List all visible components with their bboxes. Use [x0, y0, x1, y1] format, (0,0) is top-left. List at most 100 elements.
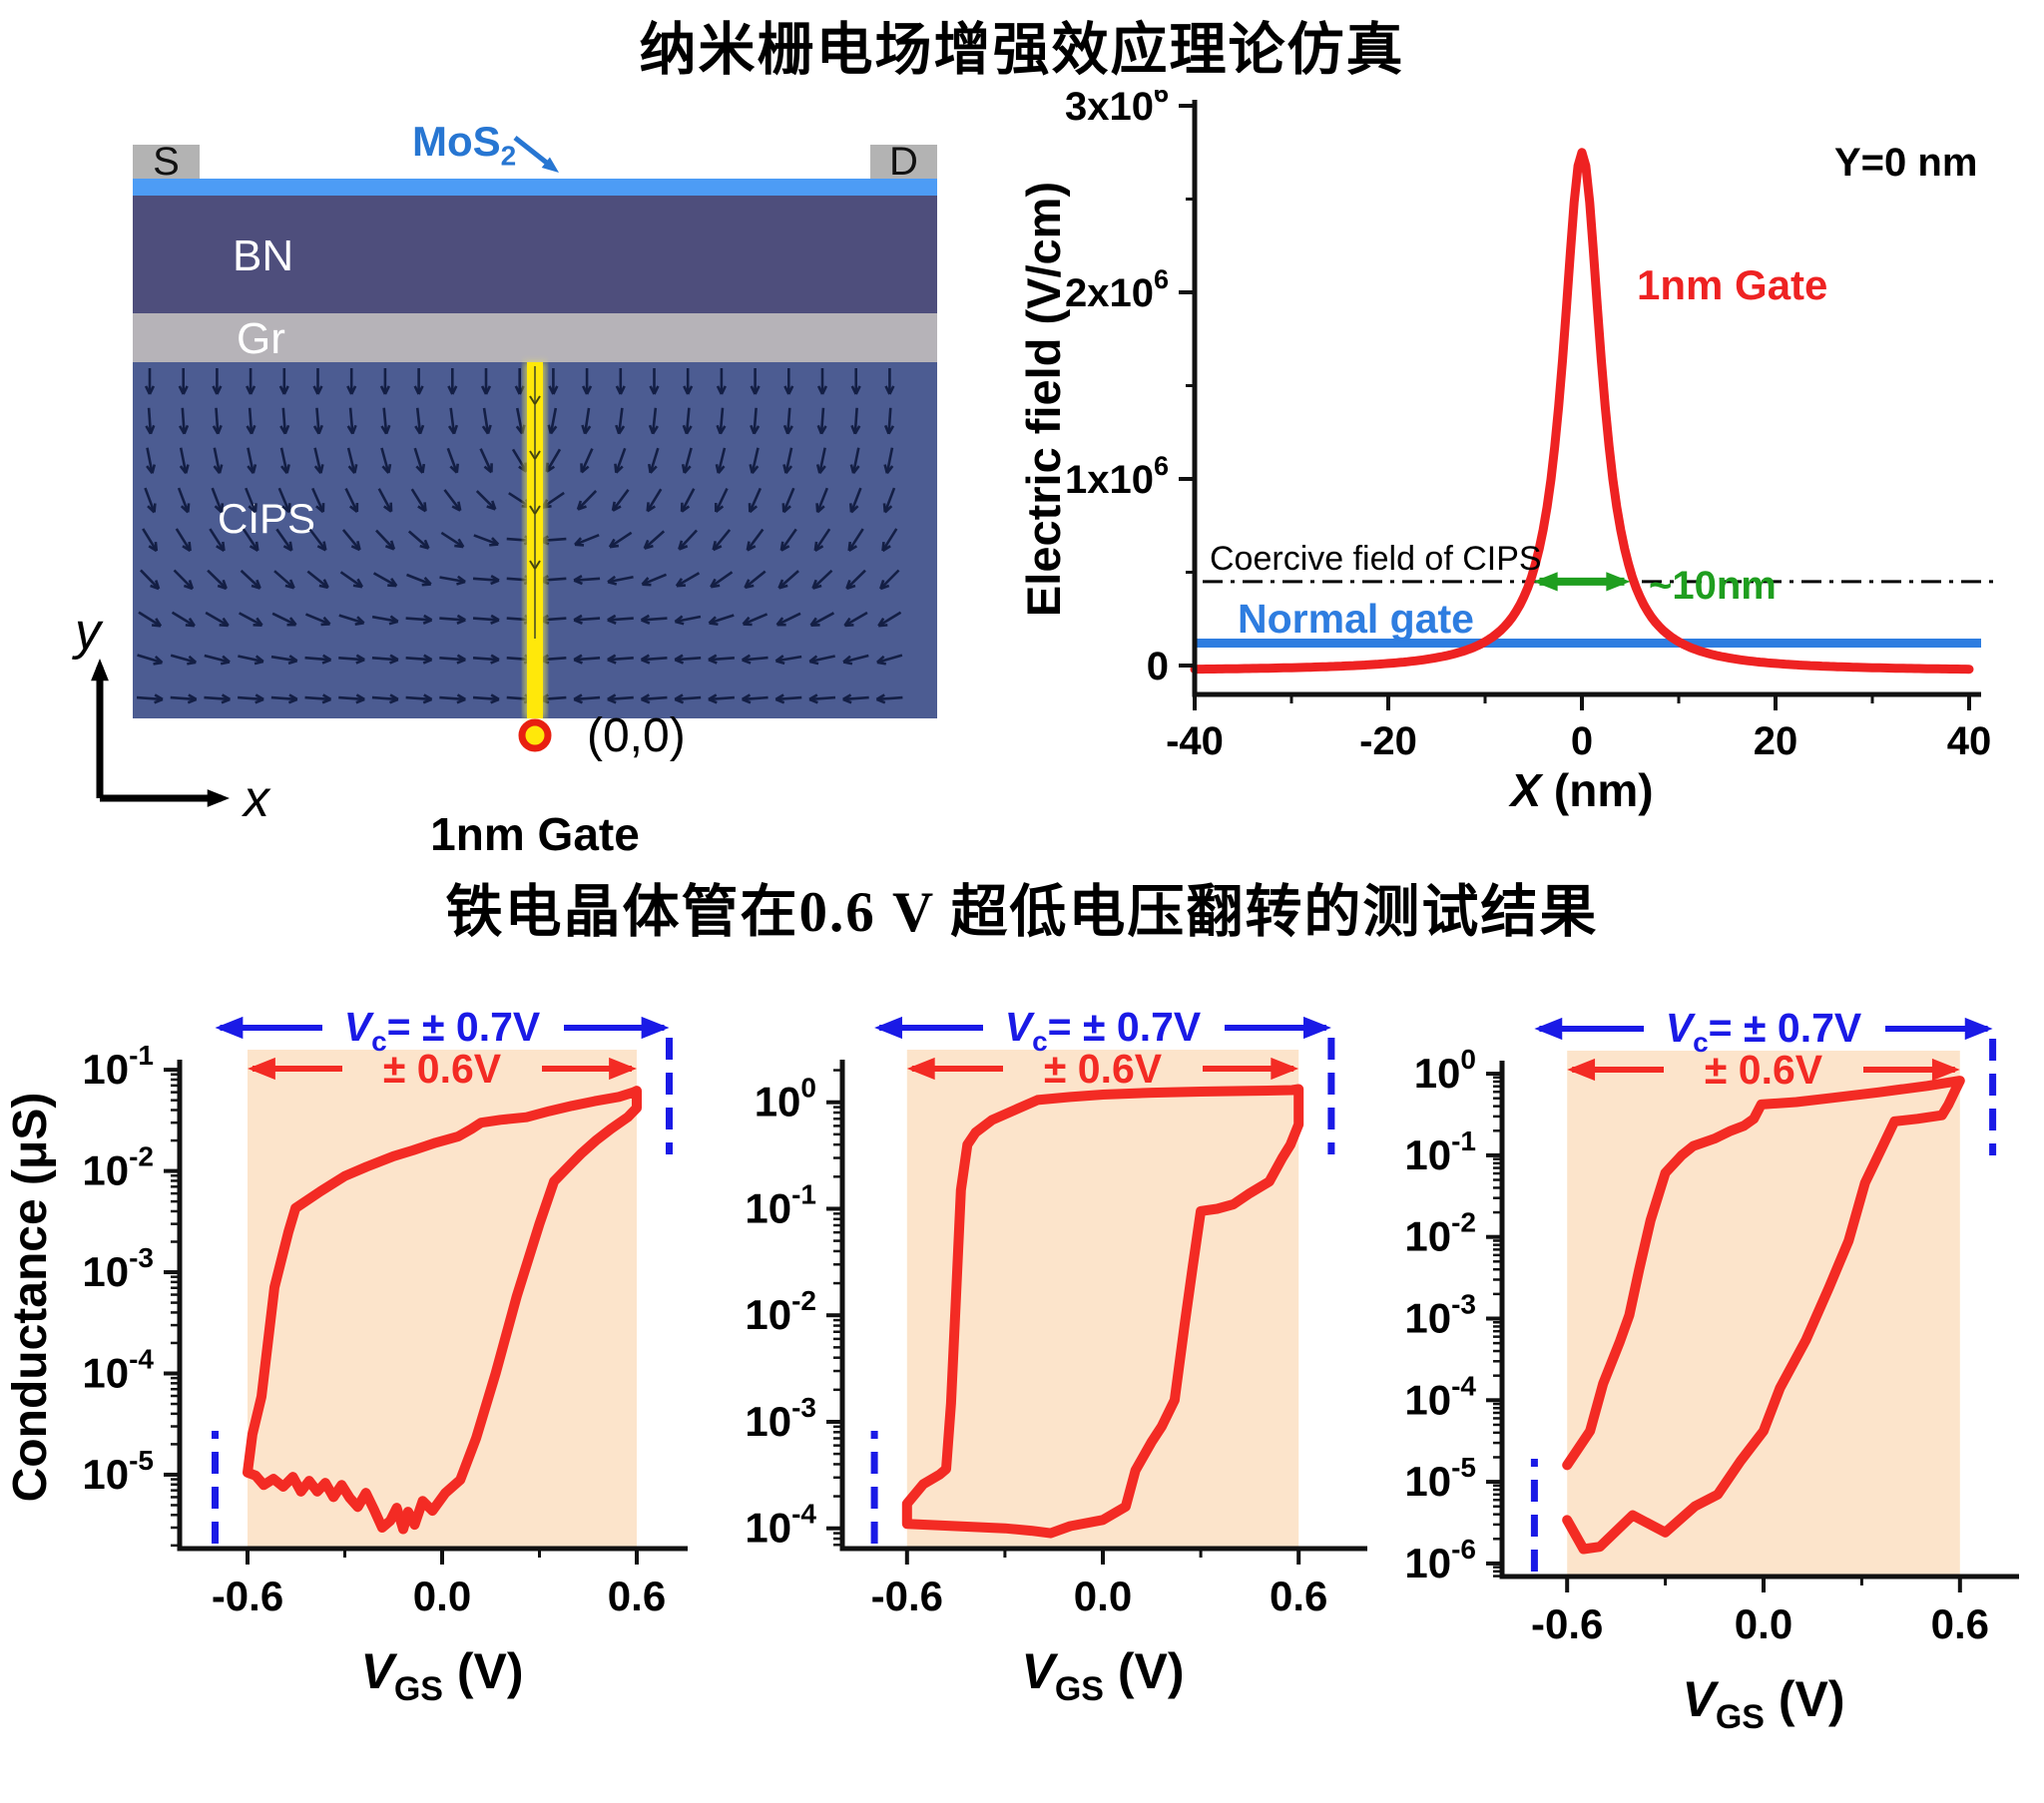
y-tick-label: 0: [1147, 645, 1169, 688]
sweep-region: [248, 1050, 637, 1549]
loop-curve: [1562, 1076, 1965, 1555]
sweep-annotation: ± 0.6V: [1567, 1047, 1960, 1093]
vc-label: Vc= ± 0.7V: [1005, 1004, 1202, 1057]
x-tick-label: -20: [1359, 719, 1417, 763]
page-title: 纳米栅电场增强效应理论仿真: [639, 19, 1405, 82]
x-tick-label: 0.6: [608, 1573, 666, 1619]
arrowhead: [1534, 1017, 1563, 1041]
field-chart: ~10nm -40 -20 0 20 40 0 1x106 2x106 3x106 X (nm) El…: [1017, 90, 2001, 816]
arrowhead: [1271, 1057, 1299, 1081]
x-tick-label: 0.0: [1074, 1573, 1132, 1619]
cips-label: CIPS: [218, 495, 316, 542]
y-tick-label: 100: [1414, 1044, 1476, 1097]
y-tick-label: 10-1: [745, 1178, 816, 1231]
condition-label: Y=0 nm: [1834, 141, 1977, 185]
cips-polarization-field: [136, 368, 903, 704]
y-tick-label: 10-4: [1404, 1370, 1476, 1423]
vc-annotation: Vc= ± 0.7V: [215, 1004, 670, 1057]
x-tick-label: -40: [1166, 719, 1224, 763]
y-tick-label: 10-2: [82, 1141, 154, 1194]
schematic-overlay: yx (0,0) 1nm Gate: [72, 136, 903, 860]
arrowhead: [1931, 1058, 1960, 1082]
transfer-3: Vc= ± 0.7V± 0.6V -0.6 0.0 0.6 100 10-1 10-2 10-…: [1404, 1005, 2019, 1736]
x-tick-label: -0.6: [212, 1573, 283, 1619]
sweep-label: ± 0.6V: [1044, 1046, 1163, 1092]
arrowhead: [1533, 572, 1558, 592]
source-contact: S: [133, 140, 200, 184]
field-peak-curve: [1190, 148, 1974, 675]
coercive-label: Coercive field of CIPS: [1210, 540, 1542, 578]
x-tick-label: 0.0: [413, 1573, 471, 1619]
nano-gate: [518, 362, 552, 752]
axes: -0.6 0.0 0.6 100 10-1 10-2 10-3 10-4: [745, 1060, 1367, 1619]
arrowhead: [91, 659, 109, 681]
y-tick-label: 10-3: [745, 1392, 816, 1445]
x-axis-title: VGS (V): [1021, 1643, 1184, 1708]
vc-dashed-markers: [1530, 1039, 1997, 1572]
source-label: S: [153, 139, 180, 184]
drain-contact: D: [870, 140, 937, 184]
arrowhead: [1567, 1058, 1596, 1082]
gr-layer: [133, 313, 937, 362]
sweep-label: ± 0.6V: [1705, 1047, 1823, 1093]
x-tick-label: 0: [1571, 719, 1593, 763]
hysteresis-loop: [1562, 1076, 1965, 1555]
sweep-annotation: ± 0.6V: [248, 1046, 637, 1092]
axes: -40 -20 0 20 40 0 1x106 2x106 3x106: [1065, 90, 1991, 763]
series-normal-gate-label: Normal gate: [1238, 596, 1474, 642]
y-axis-title: Electric field (V/cm): [1017, 182, 1070, 617]
x-tick-label: 0.0: [1735, 1600, 1792, 1647]
mos2-layer: [133, 179, 937, 196]
y-tick-label: 100: [755, 1073, 816, 1126]
x-tick-label: 40: [1947, 719, 1992, 763]
vc-label: Vc= ± 0.7V: [344, 1004, 541, 1057]
drain-label: D: [889, 139, 918, 184]
vc-annotation: Vc= ± 0.7V: [874, 1004, 1331, 1057]
y-tick-label: 2x106: [1065, 264, 1169, 315]
x-axis-title: VGS (V): [360, 1643, 523, 1708]
axes: -0.6 0.0 0.6 10-1 10-2 10-3 10-4 10-5: [82, 1040, 688, 1619]
arrowhead: [207, 789, 230, 807]
arrowhead: [609, 1057, 637, 1081]
mos2-callout-label: MoS2: [412, 118, 517, 172]
y-tick-label: 10-5: [1404, 1452, 1476, 1505]
arrowhead: [248, 1057, 275, 1081]
y-tick-label: 10-2: [745, 1285, 816, 1338]
hysteresis-loop: [243, 1086, 642, 1535]
nm-gate-curve: [1190, 148, 1974, 675]
vc-dashed-markers: [212, 1038, 673, 1544]
y-tick-label: 3x106: [1065, 90, 1169, 129]
arrowhead: [641, 1016, 670, 1040]
bn-label: BN: [233, 231, 294, 280]
y-tick-label: 10-5: [82, 1445, 154, 1498]
arrowhead: [215, 1016, 244, 1040]
vc-annotation: Vc= ± 0.7V: [1534, 1005, 1993, 1058]
arrowhead: [874, 1016, 902, 1040]
arrowhead: [1303, 1016, 1331, 1040]
y-tick-label: 10-4: [745, 1499, 816, 1552]
transfer-2: Vc= ± 0.7V± 0.6V -0.6 0.0 0.6 100 10-1 10-2 10-…: [745, 1004, 1367, 1708]
origin-label: (0,0): [587, 709, 686, 762]
x-axis-label: x: [241, 770, 271, 828]
y-tick-label: 10-1: [82, 1040, 154, 1093]
series-1nm-gate-label: 1nm Gate: [1637, 261, 1827, 308]
loop-curve: [901, 1084, 1304, 1539]
vc-label: Vc= ± 0.7V: [1666, 1005, 1862, 1058]
transfer-charts: Vc= ± 0.7V± 0.6V-0.6 0.0 0.610-110-210-310…: [4, 1004, 2019, 1736]
loop-curve: [243, 1086, 642, 1535]
vc-dashed-markers: [870, 1038, 1335, 1544]
gate-label: 1nm Gate: [430, 808, 640, 860]
transfer-1: Vc= ± 0.7V± 0.6V -0.6 0.0 0.6 10-1 10-2 10-3 10…: [82, 1004, 688, 1708]
arrowhead: [1964, 1017, 1993, 1041]
width-label: ~10nm: [1649, 564, 1777, 608]
arrowhead: [1606, 572, 1631, 592]
conductance-axis-title: Conductance (μS): [4, 1093, 57, 1503]
arrowhead: [541, 157, 559, 173]
x-tick-label: -0.6: [1531, 1600, 1603, 1647]
sweep-annotation: ± 0.6V: [906, 1046, 1299, 1092]
y-tick-label: 10-3: [1404, 1289, 1476, 1342]
y-tick-label: 10-3: [82, 1242, 154, 1295]
x-axis-title: VGS (V): [1682, 1671, 1844, 1736]
coordinate-axes: yx: [72, 603, 271, 828]
